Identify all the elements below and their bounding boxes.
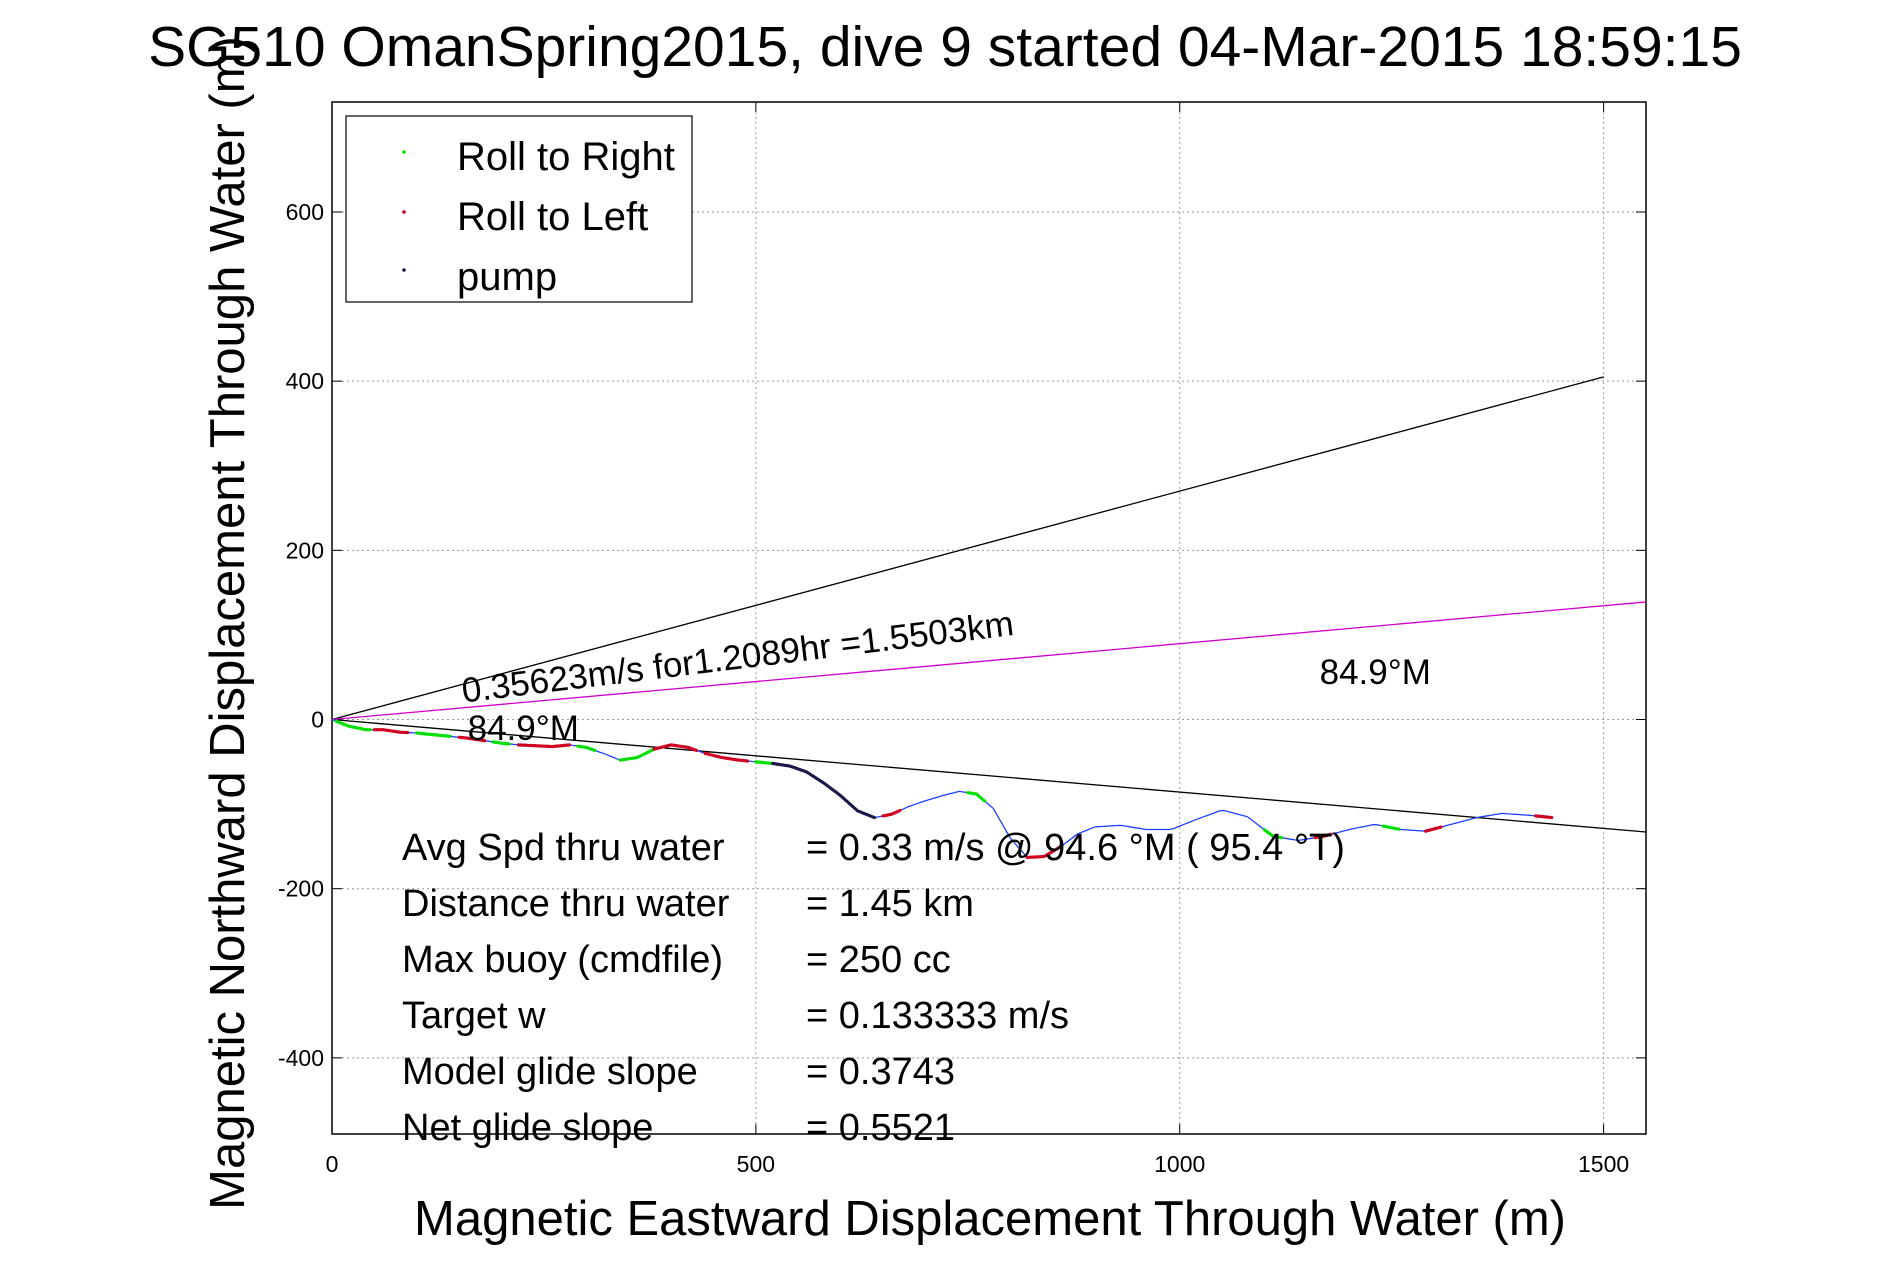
y-tick-label-2: 0: [311, 707, 324, 733]
y-tick-label-5: 600: [286, 199, 324, 225]
legend-label-pump: pump: [457, 255, 557, 299]
legend-marker-roll-right: [402, 150, 406, 154]
stat-label-5: Net glide slope: [402, 1107, 653, 1149]
stats-block: Avg Spd thru water = 0.33 m/s @ 94.6 °M (…: [402, 827, 1345, 1149]
reference-line-1: [331, 718, 1647, 833]
y-axis-label: Magnetic Northward Displacement Through …: [201, 36, 255, 1210]
stat-value-2: = 250 cc: [806, 939, 951, 981]
roll-left-segment-7: [1313, 832, 1334, 840]
stat-label-1: Distance thru water: [402, 883, 730, 925]
stat-label-2: Max buoy (cmdfile): [402, 939, 723, 981]
x-tick-label-2: 1000: [1154, 1151, 1205, 1177]
reference-line-2: [331, 601, 1647, 721]
tick-labels: 0 500 1000 1500 -400 -200 0 200 400 600: [278, 199, 1629, 1177]
roll-left-segment-3: [652, 743, 699, 752]
y-tick-label-4: 400: [286, 368, 324, 394]
roll-left-segment-2: [516, 743, 571, 749]
roll-right-segment-4: [618, 747, 656, 762]
roll-right-segment-0: [334, 719, 372, 732]
stat-value-1: = 1.45 km: [806, 883, 974, 925]
roll-segments: [334, 719, 1555, 859]
roll-right-segment-7: [1262, 828, 1284, 840]
roll-left-segment-6: [1025, 844, 1063, 859]
roll-right-segment-6: [966, 791, 987, 803]
stat-value-0: = 0.33 m/s @ 94.6 °M ( 95.4 °T): [806, 827, 1345, 869]
stat-value-3: = 0.133333 m/s: [806, 995, 1069, 1037]
x-tick-label-0: 0: [326, 1151, 339, 1177]
roll-left-segment-8: [1424, 825, 1445, 833]
x-axis-label: Magnetic Eastward Displacement Through W…: [414, 1192, 1566, 1246]
y-tick-label-1: -200: [278, 876, 324, 902]
stat-label-3: Target w: [402, 995, 546, 1037]
reference-lines: [331, 376, 1647, 833]
legend-marker-pump: [402, 268, 406, 272]
stat-label-0: Avg Spd thru water: [402, 827, 725, 869]
roll-right-segment-1: [415, 731, 453, 738]
roll-left-segment-4: [703, 751, 749, 763]
stat-value-4: = 0.3743: [806, 1051, 955, 1093]
reference-line-0: [331, 376, 1604, 721]
annotation-1: 84.9°M: [468, 709, 579, 748]
x-tick-label-1: 500: [737, 1151, 775, 1177]
roll-left-segment-0: [372, 728, 410, 735]
legend-label-roll-left: Roll to Left: [457, 195, 648, 239]
y-tick-label-3: 200: [286, 537, 324, 563]
roll-right-segment-8: [1381, 824, 1402, 832]
roll-right-segment-3: [576, 744, 597, 752]
x-tick-label-3: 1500: [1578, 1151, 1629, 1177]
pump-segment-0: [771, 761, 877, 820]
y-tick-label-0: -400: [278, 1045, 324, 1071]
legend: Roll to Right Roll to Left pump: [345, 115, 693, 303]
roll-right-segment-5: [754, 760, 775, 766]
roll-right-segment-2: [491, 740, 512, 746]
legend-label-roll-right: Roll to Right: [457, 135, 675, 179]
roll-left-segment-9: [1534, 814, 1555, 820]
annotation-2: 84.9°M: [1320, 653, 1431, 692]
chart-title: SG510 OmanSpring2015, dive 9 started 04-…: [148, 15, 1742, 79]
legend-marker-roll-left: [402, 210, 406, 214]
roll-left-segment-5: [881, 808, 902, 818]
grid: [331, 102, 1646, 1134]
stat-label-4: Model glide slope: [402, 1051, 698, 1093]
stat-value-5: = 0.5521: [806, 1107, 955, 1149]
roll-left-segment-1: [457, 735, 487, 743]
